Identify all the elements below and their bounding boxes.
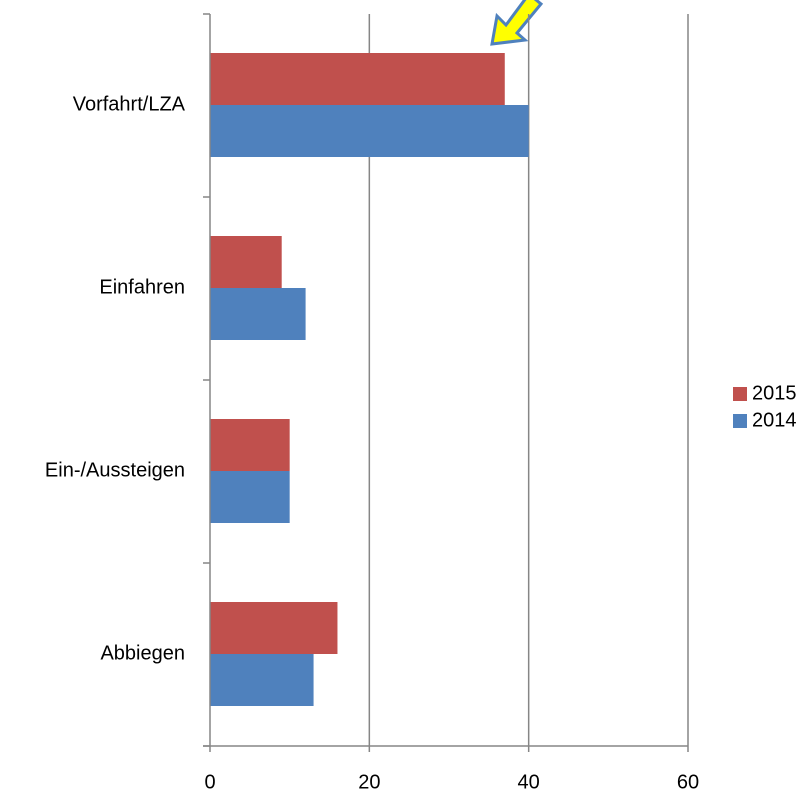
arrow-annotation: [490, 0, 544, 46]
bar: [210, 471, 290, 523]
x-tick-label: 0: [204, 771, 215, 793]
bar: [210, 288, 306, 340]
bar: [210, 419, 290, 471]
legend-label: 2015: [752, 382, 797, 404]
legend-swatch: [733, 387, 747, 401]
x-tick-label: 40: [518, 771, 540, 793]
y-tick-label: Ein-/Aussteigen: [45, 459, 185, 481]
x-tick-label: 60: [677, 771, 699, 793]
y-tick-label: Einfahren: [99, 276, 185, 298]
bar: [210, 602, 338, 654]
bar: [210, 53, 505, 105]
bar: [210, 105, 529, 157]
bar: [210, 654, 314, 706]
y-tick-label: Abbiegen: [100, 642, 185, 664]
bar: [210, 236, 282, 288]
x-tick-label: 20: [358, 771, 380, 793]
legend-label: 2014: [752, 409, 797, 431]
y-tick-label: Vorfahrt/LZA: [73, 93, 186, 115]
legend-swatch: [733, 414, 747, 428]
